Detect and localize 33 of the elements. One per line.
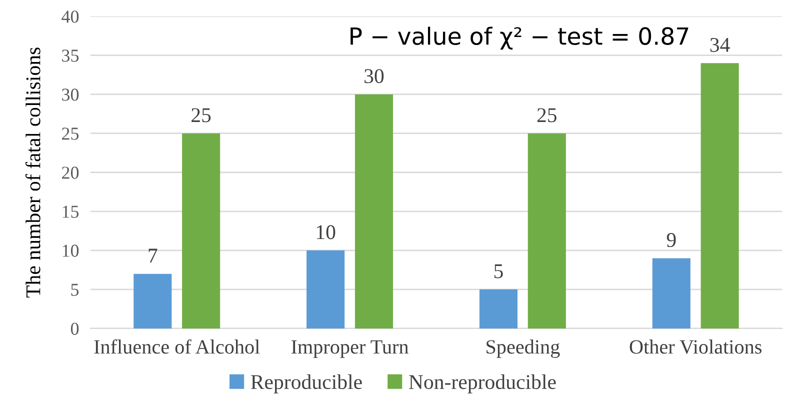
y-tick-label: 15 — [62, 206, 79, 218]
y-tick-label: 35 — [62, 50, 79, 62]
y-tick-label: 20 — [62, 166, 79, 179]
annotation: P − value of χ² − test = 0.87 — [350, 26, 688, 50]
y-tick-label: 5 — [71, 284, 79, 296]
bar — [182, 133, 220, 328]
data-label: 5 — [494, 264, 503, 278]
data-label: 25 — [192, 108, 211, 122]
y-tick-label: 10 — [62, 244, 79, 257]
data-label: 9 — [666, 233, 676, 248]
data-label: 34 — [710, 38, 730, 52]
y-tick-label: 40 — [62, 10, 79, 23]
bar — [306, 250, 345, 328]
y-tick-label: 25 — [62, 128, 79, 140]
bar — [354, 94, 393, 328]
bar — [700, 63, 739, 328]
legend-label: Reproducible — [250, 374, 362, 394]
x-tick-label: Improper Turn — [291, 340, 408, 358]
bar — [134, 274, 172, 328]
data-label: 7 — [148, 248, 158, 262]
x-tick-label: Other Violations — [630, 340, 762, 354]
data-label: 30 — [364, 69, 384, 84]
y-tick-label: 30 — [62, 88, 79, 101]
x-tick-label: Speeding — [486, 340, 560, 358]
y-axis-title: The number of fatal collisions — [25, 48, 40, 298]
bar — [479, 289, 518, 328]
data-label: 10 — [316, 225, 336, 240]
bar — [652, 258, 690, 328]
data-label: 25 — [537, 108, 556, 122]
y-tick-label: 0 — [70, 322, 79, 335]
bar — [528, 133, 566, 328]
legend-label: Non-reproducible — [409, 374, 556, 394]
x-tick-label: Influence of Alcohol — [94, 339, 260, 354]
